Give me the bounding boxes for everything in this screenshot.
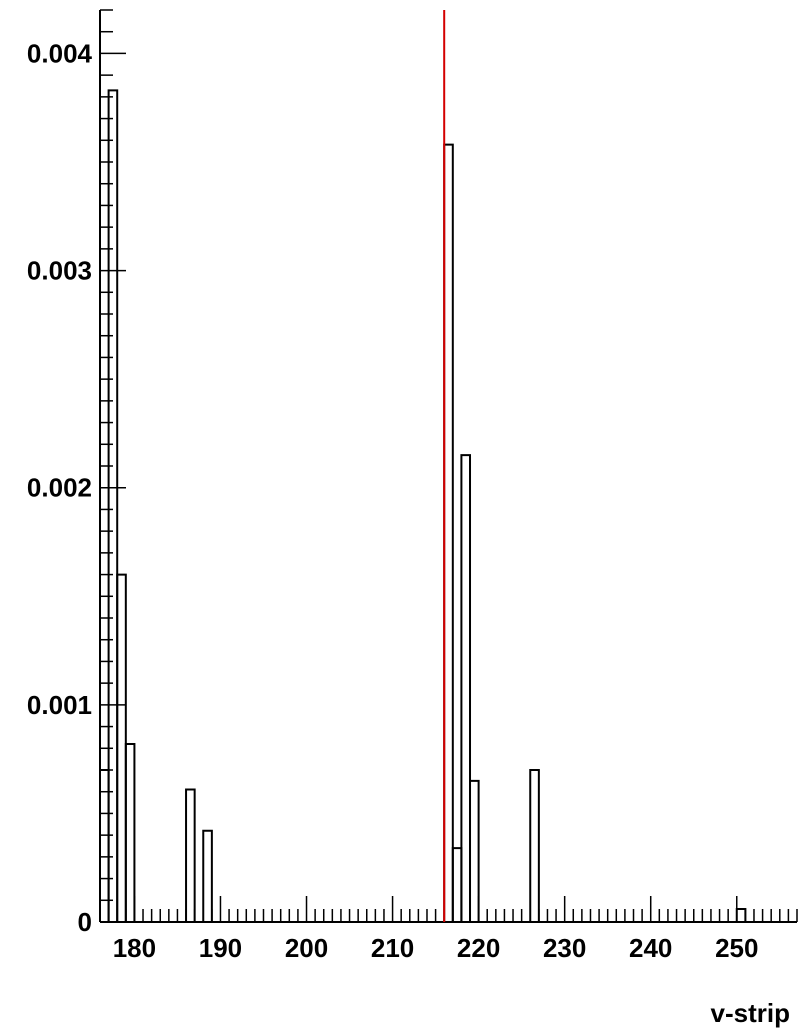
histogram-bin [460,454,472,922]
x-tick-label: 210 [371,933,414,963]
histogram-bin [451,847,463,922]
histogram-bin [124,742,136,922]
x-tick-label: 230 [543,933,586,963]
x-tick-label: 190 [199,933,242,963]
histogram-bin [529,769,540,922]
x-tick-label: 220 [457,933,500,963]
y-tick-label: 0.002 [27,473,92,503]
x-tick-label: 240 [629,933,672,963]
histogram-bin [99,769,110,922]
x-axis-title: v-strip [711,998,790,1028]
histogram-bin [107,89,119,922]
y-tick-label: 0 [78,907,92,937]
y-tick-label: 0.001 [27,690,92,720]
x-tick-label: 200 [285,933,328,963]
histogram-bin [443,143,454,922]
histogram-bin [116,573,127,922]
x-tick-label: 180 [113,933,156,963]
plot-area: 180 190 200 210 220 230 240 250 0 0.001 0.002 0.003… [27,9,798,963]
histogram-bin [469,779,480,922]
histogram-bin [735,907,747,922]
histogram-bin [202,829,213,922]
y-tick-label: 0.004 [27,38,93,68]
x-tick-label: 250 [715,933,758,963]
histogram-bin [185,788,196,922]
y-tick-label: 0.003 [27,256,92,286]
